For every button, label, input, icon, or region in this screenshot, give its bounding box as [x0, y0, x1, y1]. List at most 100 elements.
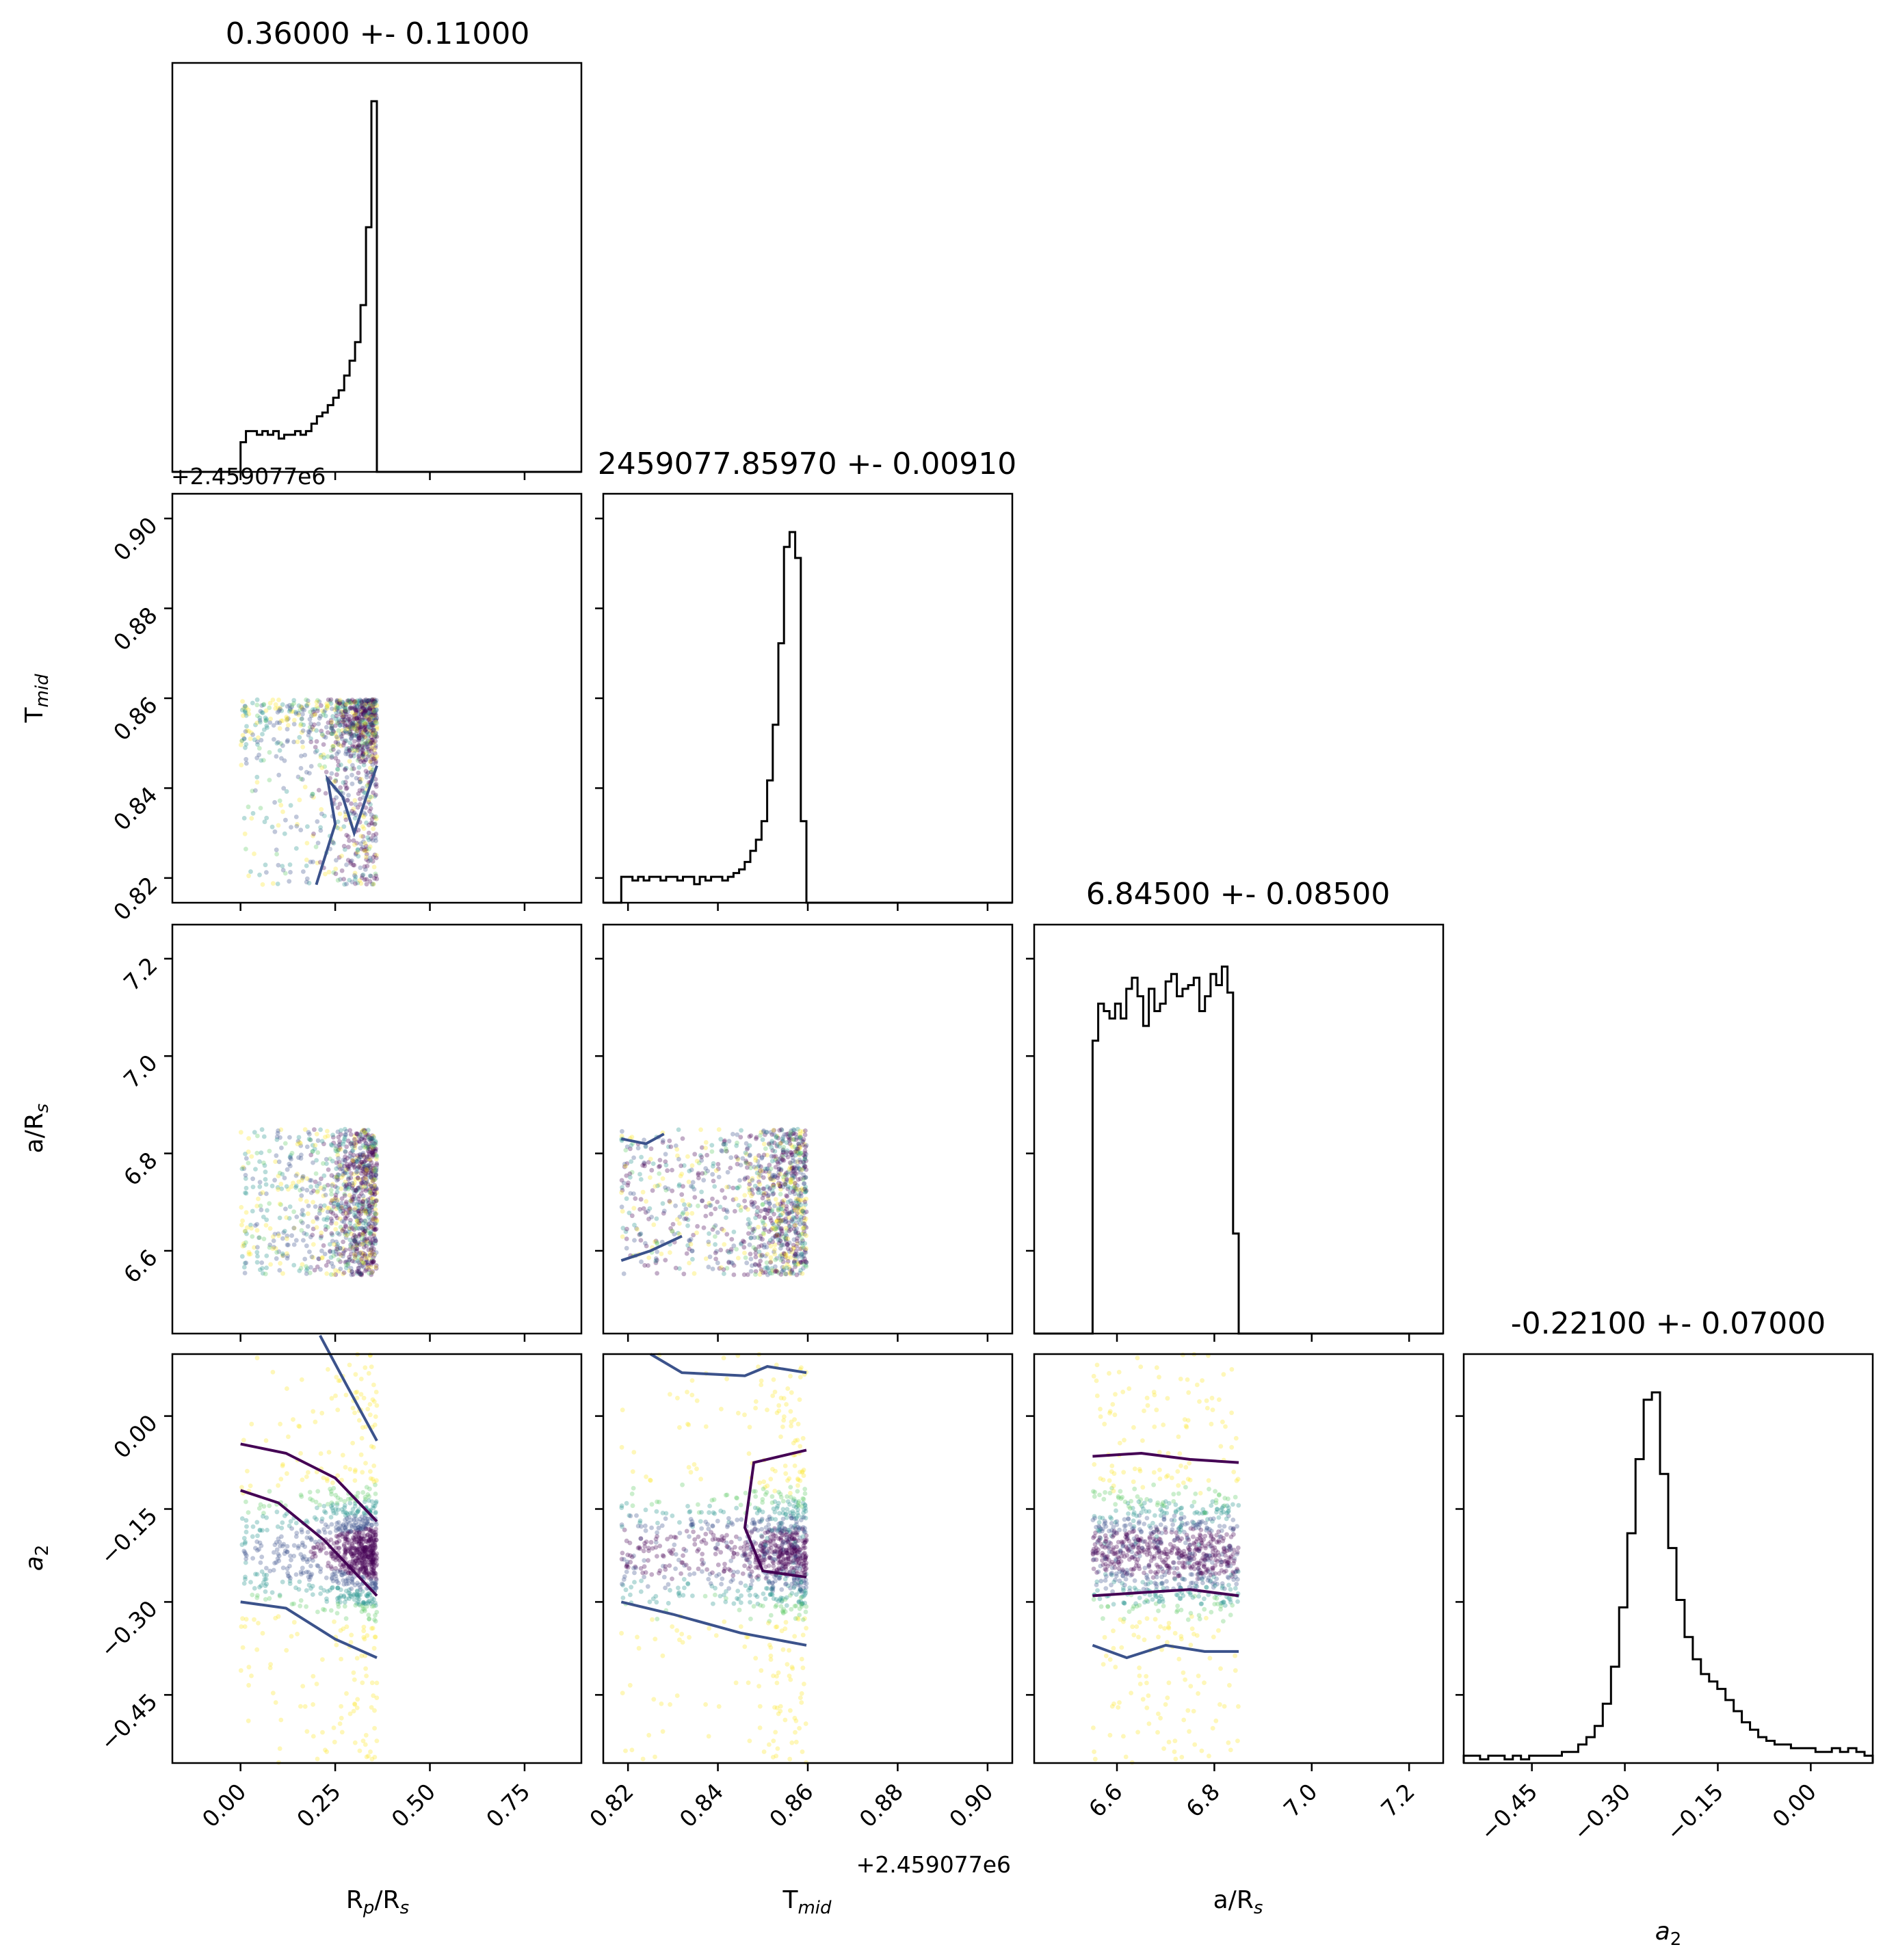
- scatter-point: [347, 1500, 353, 1506]
- scatter-point: [358, 719, 363, 724]
- scatter-point: [753, 1158, 758, 1163]
- scatter-point: [354, 715, 359, 721]
- scatter-point: [318, 825, 323, 830]
- scatter-point: [367, 717, 372, 722]
- scatter-point: [789, 1591, 795, 1596]
- scatter-point: [359, 700, 365, 706]
- scatter-point: [747, 1153, 752, 1158]
- scatter-point: [802, 1241, 808, 1246]
- scatter-point: [357, 735, 362, 741]
- scatter-point: [341, 731, 345, 736]
- scatter-point: [748, 1269, 754, 1274]
- scatter-point: [360, 737, 366, 742]
- scatter-point: [373, 784, 379, 789]
- scatter-point: [288, 870, 293, 875]
- scatter-point: [352, 726, 357, 732]
- scatter-point: [334, 734, 339, 740]
- scatter-point: [278, 1135, 282, 1140]
- scatter-point: [349, 746, 354, 752]
- scatter-point: [363, 741, 368, 746]
- scatter-point: [341, 700, 345, 705]
- scatter-point: [364, 882, 369, 887]
- scatter-layer: [238, 697, 1241, 1765]
- scatter-point: [373, 718, 378, 724]
- scatter-point: [254, 1595, 260, 1600]
- scatter-point: [331, 1511, 337, 1515]
- scatter-point: [363, 711, 368, 716]
- scatter-point: [323, 1522, 328, 1527]
- scatter-point: [361, 728, 367, 733]
- scatter-point: [646, 1255, 652, 1260]
- scatter-point: [369, 737, 374, 743]
- scatter-point: [316, 788, 321, 793]
- scatter-point: [737, 1178, 742, 1183]
- scatter-point: [300, 1187, 305, 1191]
- scatter-point: [369, 720, 375, 726]
- scatter-point: [369, 1499, 375, 1505]
- scatter-point: [621, 1271, 627, 1276]
- scatter-point: [363, 1208, 368, 1214]
- scatter-point: [365, 739, 371, 743]
- scatter-point: [339, 734, 344, 739]
- scatter-point: [241, 736, 247, 741]
- scatter-point: [331, 797, 337, 803]
- scatter-point: [369, 1200, 375, 1205]
- scatter-point: [371, 1464, 377, 1468]
- scatter-point: [765, 1535, 769, 1541]
- scatter-point: [631, 1191, 636, 1196]
- scatter-point: [296, 1423, 302, 1429]
- scatter-point: [374, 715, 380, 721]
- scatter-point: [354, 747, 360, 753]
- scatter-point: [715, 1562, 721, 1567]
- scatter-point: [355, 744, 360, 750]
- scatter-point: [789, 1606, 794, 1612]
- scatter-point: [355, 1176, 360, 1180]
- scatter-point: [350, 724, 355, 729]
- scatter-point: [259, 758, 264, 763]
- scatter-point: [360, 1200, 365, 1204]
- scatter-point: [326, 1133, 330, 1139]
- scatter-point: [780, 1498, 786, 1504]
- scatter-point: [352, 873, 357, 878]
- scatter-point: [298, 1266, 304, 1271]
- scatter-point: [295, 739, 300, 745]
- scatter-point: [788, 1373, 793, 1379]
- scatter-point: [713, 1592, 717, 1598]
- scatter-point: [752, 1165, 757, 1169]
- scatter-point: [359, 718, 365, 724]
- scatter-point: [255, 739, 260, 745]
- scatter-point: [367, 1150, 372, 1155]
- scatter-point: [264, 1565, 269, 1571]
- scatter-point: [312, 722, 317, 727]
- scatter-point: [356, 721, 361, 726]
- scatter-point: [243, 1190, 248, 1195]
- scatter-point: [735, 1185, 739, 1191]
- scatter-point: [771, 1128, 776, 1133]
- scatter-point: [774, 1233, 779, 1239]
- scatter-point: [315, 1183, 319, 1189]
- scatter-point: [340, 710, 345, 715]
- scatter-point: [276, 1159, 282, 1165]
- scatter-point: [373, 838, 378, 843]
- scatter-point: [343, 1262, 349, 1267]
- scatter-point: [352, 798, 358, 803]
- scatter-point: [330, 1133, 335, 1137]
- scatter-point: [359, 732, 365, 738]
- scatter-point: [302, 784, 308, 790]
- scatter-point: [291, 1209, 296, 1215]
- scatter-point: [330, 714, 335, 719]
- scatter-point: [343, 702, 348, 708]
- scatter-point: [689, 1163, 695, 1168]
- scatter-point: [306, 1204, 311, 1208]
- scatter-point: [346, 698, 351, 704]
- scatter-point: [356, 1535, 361, 1540]
- scatter-point: [278, 1421, 282, 1427]
- scatter-point: [284, 789, 289, 794]
- scatter-point: [364, 1754, 369, 1760]
- scatter-point: [752, 1235, 757, 1241]
- scatter-point: [782, 1464, 788, 1468]
- scatter-point: [767, 1187, 772, 1192]
- scatter-point: [341, 843, 347, 849]
- scatter-point: [267, 1148, 272, 1154]
- scatter-point: [322, 708, 328, 713]
